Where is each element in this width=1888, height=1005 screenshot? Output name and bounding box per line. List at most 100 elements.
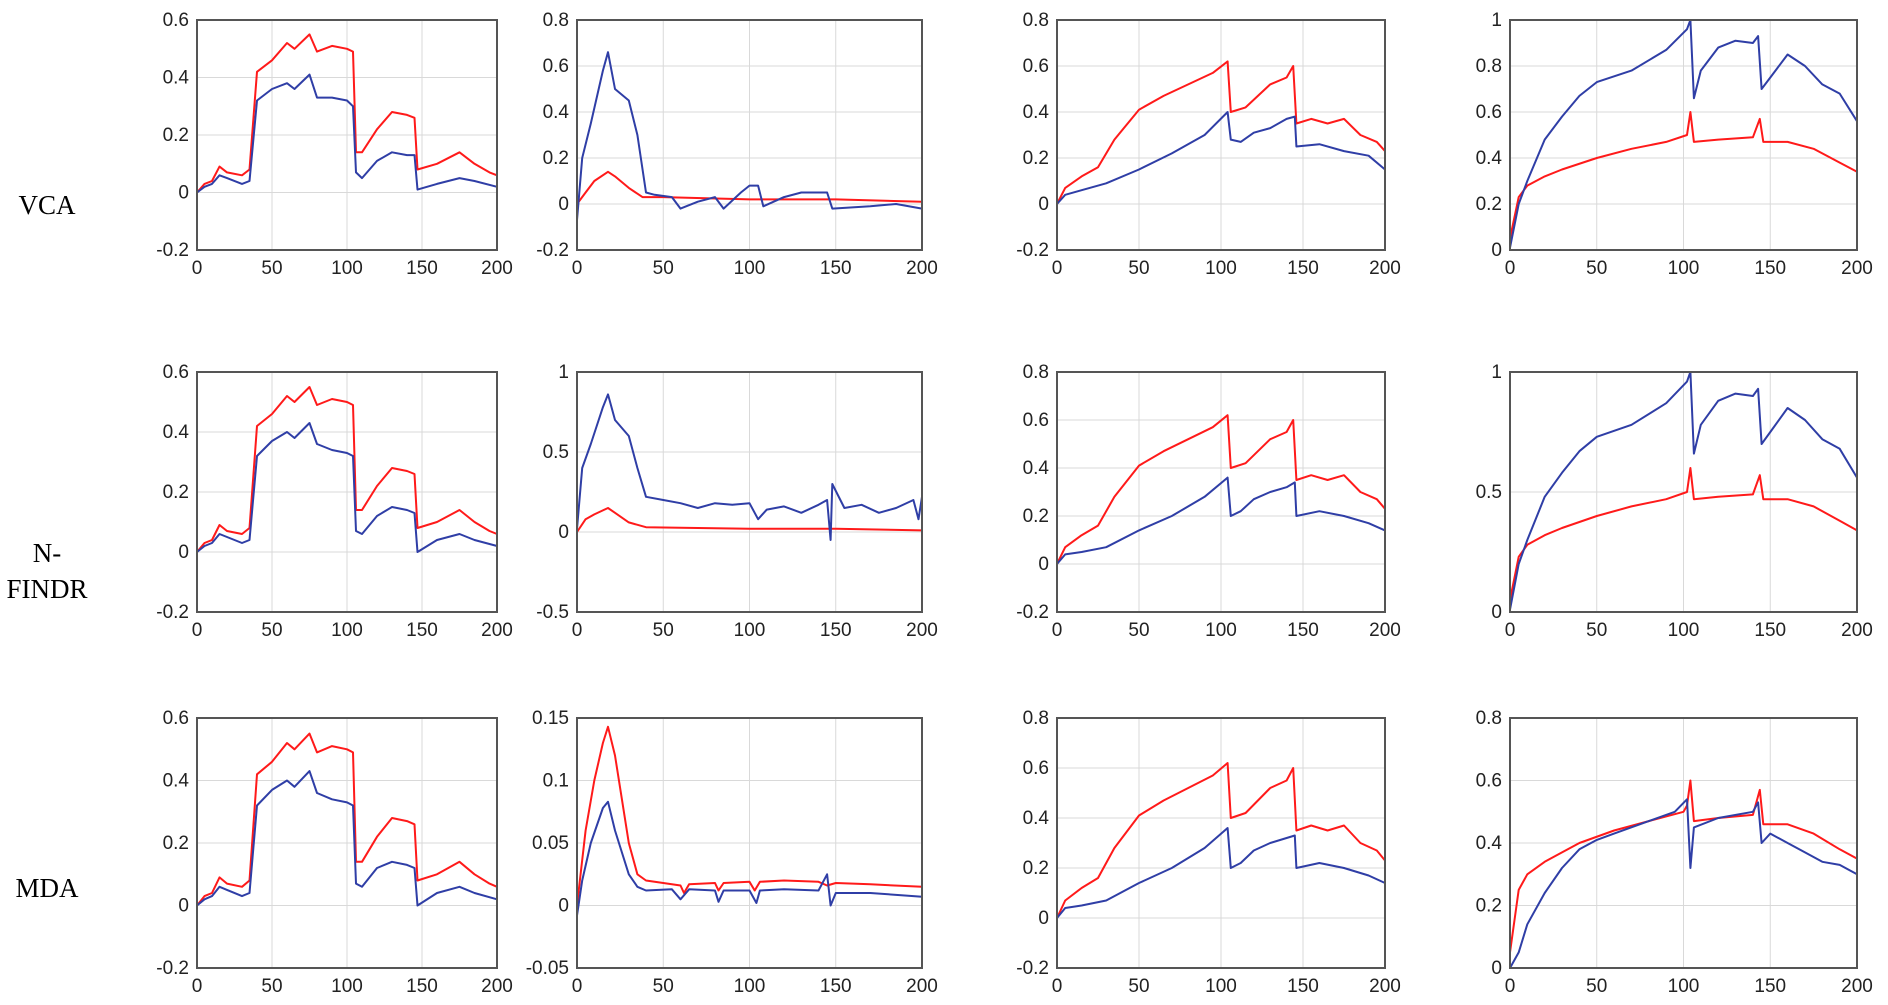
y-tick-label: 0.2 — [163, 833, 189, 854]
row-label-1-0: N- — [33, 538, 62, 568]
row-label-1-1: FINDR — [6, 574, 87, 604]
y-tick-label: 0 — [178, 896, 189, 917]
y-tick-label: 0 — [558, 194, 569, 215]
y-tick-label: 0.2 — [1023, 148, 1049, 169]
x-tick-label: 200 — [481, 620, 513, 641]
x-tick-label: 150 — [1287, 258, 1319, 279]
row-labels: VCA N- FINDR MDA — [6, 190, 87, 903]
y-tick-label: 0.4 — [163, 68, 190, 89]
y-tick-label: 0.4 — [1023, 458, 1050, 479]
y-tick-label: 0 — [1038, 908, 1049, 929]
x-tick-label: 100 — [734, 258, 766, 279]
series-line-blue — [1056, 111, 1386, 205]
chart-2-0: 0 50 100 150 200-0.200.20.40.6 — [156, 708, 513, 997]
series-line-red — [1056, 60, 1386, 205]
x-tick-label: 100 — [331, 976, 363, 997]
plot-frame — [1056, 717, 1386, 969]
y-tick-label: 0.1 — [543, 771, 569, 792]
x-tick-label: 150 — [406, 258, 438, 279]
plot-frame — [576, 371, 923, 613]
y-tick-label: -0.2 — [1016, 240, 1049, 261]
x-tick-label: 50 — [1128, 976, 1149, 997]
chart-1-0: 0 50 100 150 200-0.200.20.40.6 — [156, 362, 513, 641]
y-tick-label: 0 — [1038, 554, 1049, 575]
x-tick-label: 150 — [406, 620, 438, 641]
y-tick-label: 0.5 — [543, 442, 569, 463]
y-tick-label: 0.2 — [1476, 896, 1502, 917]
y-tick-label: 0.8 — [1023, 362, 1049, 383]
series-line-blue — [196, 770, 498, 907]
series-line-red — [1509, 779, 1858, 953]
series-line-red — [1509, 111, 1858, 239]
y-tick-label: 0 — [1491, 958, 1502, 979]
x-tick-label: 100 — [331, 620, 363, 641]
x-tick-label: 50 — [653, 620, 674, 641]
y-tick-label: 0.6 — [163, 10, 189, 31]
x-tick-label: 0 — [572, 976, 583, 997]
x-tick-label: 100 — [1668, 258, 1700, 279]
y-tick-label: 0 — [558, 522, 569, 543]
chart-1-3: 0 50 100 150 200 0 0.5 1 — [1476, 362, 1873, 641]
y-tick-label: -0.2 — [1016, 958, 1049, 979]
x-tick-label: 50 — [1128, 620, 1149, 641]
y-tick-label: 0.6 — [543, 56, 569, 77]
x-tick-label: 200 — [1369, 258, 1401, 279]
x-tick-label: 150 — [1754, 620, 1786, 641]
x-tick-label: 100 — [1205, 258, 1237, 279]
x-tick-label: 150 — [1754, 976, 1786, 997]
series-line-blue — [196, 73, 498, 194]
y-tick-label: 0.5 — [1476, 482, 1502, 503]
x-tick-label: 100 — [1668, 620, 1700, 641]
y-tick-label: 0.8 — [1023, 708, 1049, 729]
y-tick-label: 0.15 — [532, 708, 569, 729]
row-label-0-0: VCA — [18, 190, 76, 220]
y-tick-label: 0.4 — [163, 771, 190, 792]
y-tick-label: 0.4 — [543, 102, 570, 123]
plot-frame — [1509, 371, 1858, 613]
y-tick-label: 0 — [1038, 194, 1049, 215]
y-tick-label: 0.2 — [163, 125, 189, 146]
y-tick-label: 0.6 — [1023, 758, 1049, 779]
y-tick-label: -0.5 — [536, 602, 569, 623]
x-tick-label: 0 — [572, 620, 583, 641]
y-tick-label: 0.4 — [1023, 808, 1050, 829]
series-line-red — [576, 507, 923, 533]
x-tick-label: 0 — [192, 976, 203, 997]
x-tick-label: 0 — [1052, 620, 1063, 641]
plot-frame — [1509, 717, 1858, 969]
y-tick-label: 0.6 — [1476, 102, 1502, 123]
series-line-red — [576, 725, 923, 906]
series-line-blue — [1056, 476, 1386, 565]
plot-frame — [1056, 19, 1386, 251]
y-tick-label: 0.2 — [543, 148, 569, 169]
plot-frame — [1056, 371, 1386, 613]
y-tick-label: 1 — [558, 362, 569, 383]
x-tick-label: 200 — [481, 258, 513, 279]
x-tick-label: 100 — [1205, 976, 1237, 997]
y-tick-label: 0 — [178, 183, 189, 204]
y-tick-label: 0.2 — [1476, 194, 1502, 215]
x-tick-label: 0 — [1505, 620, 1516, 641]
y-tick-label: 0.4 — [1476, 833, 1503, 854]
chart-2-3: 0 50 100 150 200 0 0.2 0.4 0.6 0.8 — [1476, 708, 1873, 997]
y-tick-label: 0 — [1491, 240, 1502, 261]
y-tick-label: 0 — [558, 896, 569, 917]
chart-2-2: 0 50 100 150 200-0.200.20.40.60.8 — [1016, 708, 1401, 997]
x-tick-label: 200 — [1369, 620, 1401, 641]
y-tick-label: 0.2 — [1023, 506, 1049, 527]
plot-frame — [196, 717, 498, 969]
x-tick-label: 50 — [1586, 258, 1607, 279]
x-tick-label: 50 — [261, 620, 282, 641]
x-tick-label: 0 — [1052, 976, 1063, 997]
y-tick-label: -0.2 — [156, 602, 189, 623]
series-line-blue — [576, 393, 923, 541]
y-tick-label: -0.05 — [526, 958, 569, 979]
y-tick-label: 0 — [1491, 602, 1502, 623]
y-tick-label: 0.6 — [1023, 410, 1049, 431]
series-line-blue — [1509, 371, 1858, 610]
y-tick-label: 0.4 — [163, 422, 190, 443]
series-line-red — [1056, 414, 1386, 565]
y-tick-label: 0.6 — [1023, 56, 1049, 77]
x-tick-label: 50 — [261, 976, 282, 997]
